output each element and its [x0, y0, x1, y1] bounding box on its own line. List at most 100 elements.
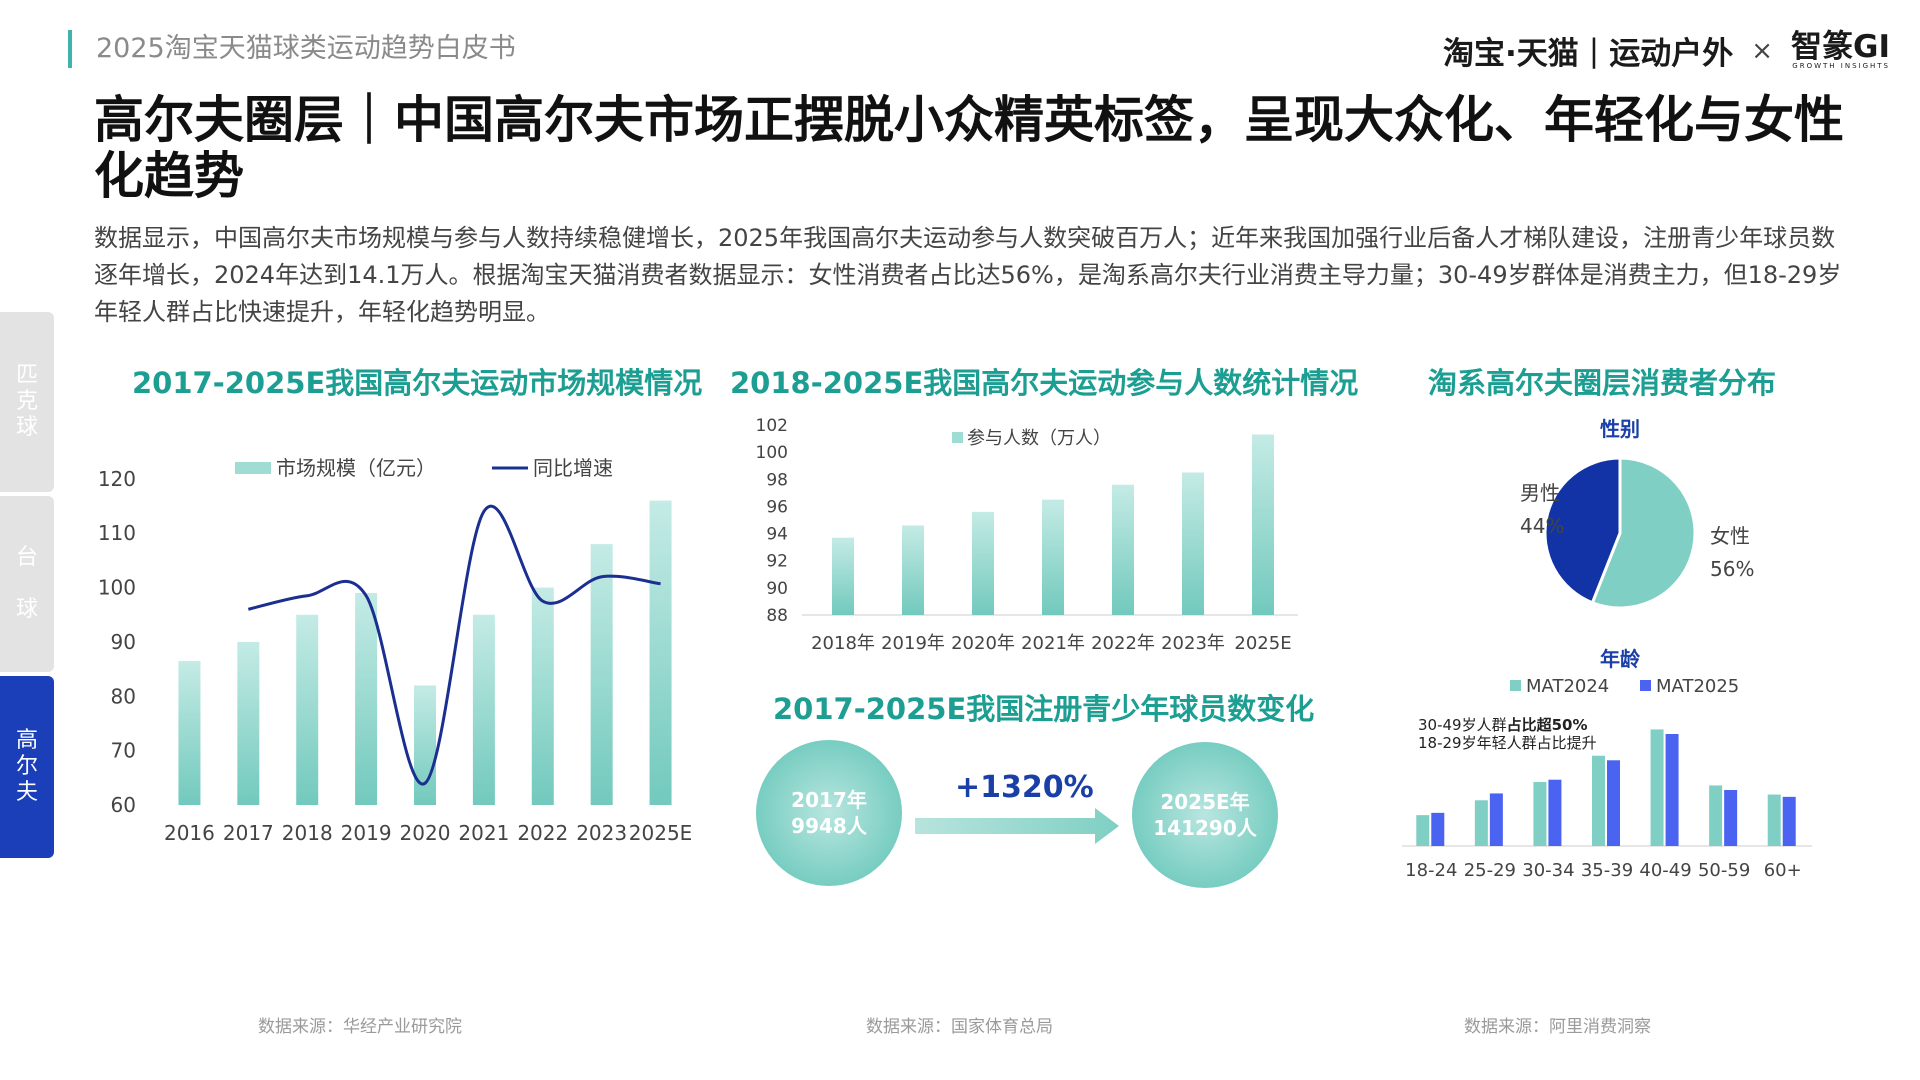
legend-swatch-mat2024 [1510, 680, 1521, 691]
youth-2025-circle: 2025E年 141290人 [1132, 742, 1278, 888]
y-tick-label: 110 [98, 521, 136, 545]
x-tick-label: 2020 [400, 821, 451, 845]
x-tick-label: 2020年 [951, 633, 1015, 654]
market-size-bar [531, 587, 554, 805]
side-tab-golf[interactable]: 高 尔 夫 [0, 676, 54, 858]
age-bar-mat2024 [1416, 815, 1430, 846]
market-size-bar [414, 685, 436, 805]
y-tick-label: 70 [111, 739, 136, 763]
x-tick-label: 2019 [341, 821, 392, 845]
x-tick-label: 18-24 [1405, 860, 1457, 881]
pie-value-male: 44% [1520, 514, 1564, 538]
taobao-tmall-logo: 淘宝·天猫 [1442, 36, 1579, 72]
y-tick-label: 120 [98, 467, 136, 491]
participants-bar [972, 511, 994, 615]
legend-bar-label: 市场规模（亿元） [276, 456, 436, 480]
y-tick-label: 80 [111, 684, 136, 708]
y-tick-label: 100 [98, 576, 136, 600]
legend-swatch-mat2025 [1640, 680, 1651, 691]
growth-rate-line [247, 504, 661, 786]
x-tick-label: 2019年 [881, 633, 945, 654]
pie-slice-male [1543, 456, 1622, 605]
y-tick-label: 96 [766, 497, 788, 517]
report-title: 2025淘宝天猫球类运动趋势白皮书 [96, 33, 516, 64]
market-size-chart: 60 70 80 90 100 110 120 2016 2017 2018 2019 2020 202… [98, 456, 693, 845]
collab-x-icon: × [1751, 35, 1774, 66]
x-tick-label: 2021年 [1021, 633, 1085, 654]
x-tick-label: 35-39 [1581, 860, 1633, 881]
side-tab-pickleball[interactable]: 匹 克 球 [0, 312, 54, 492]
age-bar-mat2025 [1607, 760, 1620, 846]
page-description: 数据显示，中国高尔夫市场规模与参与人数持续稳健增长，2025年我国高尔夫运动参与… [94, 224, 1842, 326]
age-bar-mat2025 [1782, 796, 1796, 846]
age-bar-mat2025 [1431, 812, 1445, 846]
consumer-distribution-title: 淘系高尔夫圈层消费者分布 [1428, 366, 1777, 400]
y-tick-label: 100 [756, 443, 788, 463]
x-tick-label: 2023 [576, 821, 627, 845]
youth-source: 数据来源：国家体育总局 [866, 1017, 1053, 1037]
x-tick-label: 40-49 [1639, 860, 1691, 881]
y-tick-label: 98 [766, 470, 788, 490]
participants-bar [1042, 499, 1064, 615]
youth-growth-percent: +1320% [955, 770, 1094, 805]
age-bar-mat2024 [1650, 729, 1664, 846]
market-size-source: 数据来源：华经产业研究院 [258, 1017, 462, 1037]
pie-value-female: 56% [1710, 557, 1754, 581]
age-bar-mat2025 [1724, 790, 1738, 846]
legend-swatch [952, 432, 963, 443]
x-tick-label: 25-29 [1464, 860, 1516, 881]
market-size-bar [355, 593, 378, 805]
pie-slice-female [1590, 456, 1697, 610]
participants-chart-title: 2018-2025E我国高尔夫运动参与人数统计情况 [730, 366, 1359, 400]
age-bar-mat2025 [1548, 779, 1562, 846]
market-size-bar [296, 614, 319, 805]
x-tick-label: 2016 [164, 821, 215, 845]
x-tick-label: 50-59 [1698, 860, 1750, 881]
youth-2017-circle: 2017年 9948人 [756, 740, 902, 886]
market-size-bar [649, 500, 672, 805]
age-bar-mat2024 [1533, 782, 1547, 846]
legend-label: 参与人数（万人） [967, 428, 1111, 449]
x-tick-label: 2018 [282, 821, 333, 845]
growth-arrow-icon [915, 808, 1119, 844]
participants-bar [1112, 484, 1134, 615]
market-size-bar [590, 544, 613, 805]
gender-subtitle: 性别 [1600, 417, 1640, 441]
age-bar-mat2024 [1592, 755, 1605, 846]
legend-label-mat2025: MAT2025 [1656, 676, 1739, 697]
age-bar-mat2024 [1709, 785, 1723, 846]
market-size-bar [237, 641, 260, 805]
legend-line-label: 同比增速 [533, 456, 613, 480]
y-tick-label: 102 [756, 416, 788, 436]
y-tick-label: 94 [766, 525, 788, 545]
market-size-bar [472, 614, 495, 805]
x-tick-label: 2025E [629, 821, 693, 845]
x-tick-label: 2021 [458, 821, 509, 845]
market-size-bar [178, 660, 201, 805]
market-size-chart-title: 2017-2025E我国高尔夫运动市场规模情况 [132, 366, 703, 400]
y-tick-label: 88 [766, 606, 788, 626]
side-tab-billiards[interactable]: 台 球 [0, 496, 54, 672]
participants-bar [902, 525, 924, 615]
x-tick-label: 2017 [223, 821, 274, 845]
age-annotation-line1: 30-49岁人群占比超50% [1418, 716, 1588, 734]
consumer-source: 数据来源：阿里消费洞察 [1464, 1017, 1651, 1037]
participants-bar [1182, 472, 1204, 615]
age-bar-mat2024 [1474, 800, 1488, 846]
participants-chart: 88 90 92 94 96 98 100 102 2018年 2019年 2020年 2021年 20… [756, 416, 1298, 654]
x-tick-label: 2025E [1234, 633, 1291, 654]
legend-label-mat2024: MAT2024 [1526, 676, 1609, 697]
y-tick-label: 90 [766, 579, 788, 599]
age-bar-mat2025 [1489, 793, 1503, 846]
x-tick-label: 2022年 [1091, 633, 1155, 654]
pie-label-female: 女性 [1710, 524, 1750, 548]
x-tick-label: 2018年 [811, 633, 875, 654]
y-tick-label: 92 [766, 552, 788, 572]
brand-logos: 淘宝·天猫 | 运动户外 × 智篆GI GROWTH INSIGHTS [1443, 28, 1890, 73]
age-bar-mat2025 [1665, 734, 1679, 846]
age-annotation-line2: 18-29岁年轻人群占比提升 [1418, 734, 1597, 752]
age-bar-mat2024 [1767, 794, 1781, 846]
participants-bar [832, 537, 854, 615]
outdoor-sports-logo: 运动户外 [1609, 36, 1734, 72]
